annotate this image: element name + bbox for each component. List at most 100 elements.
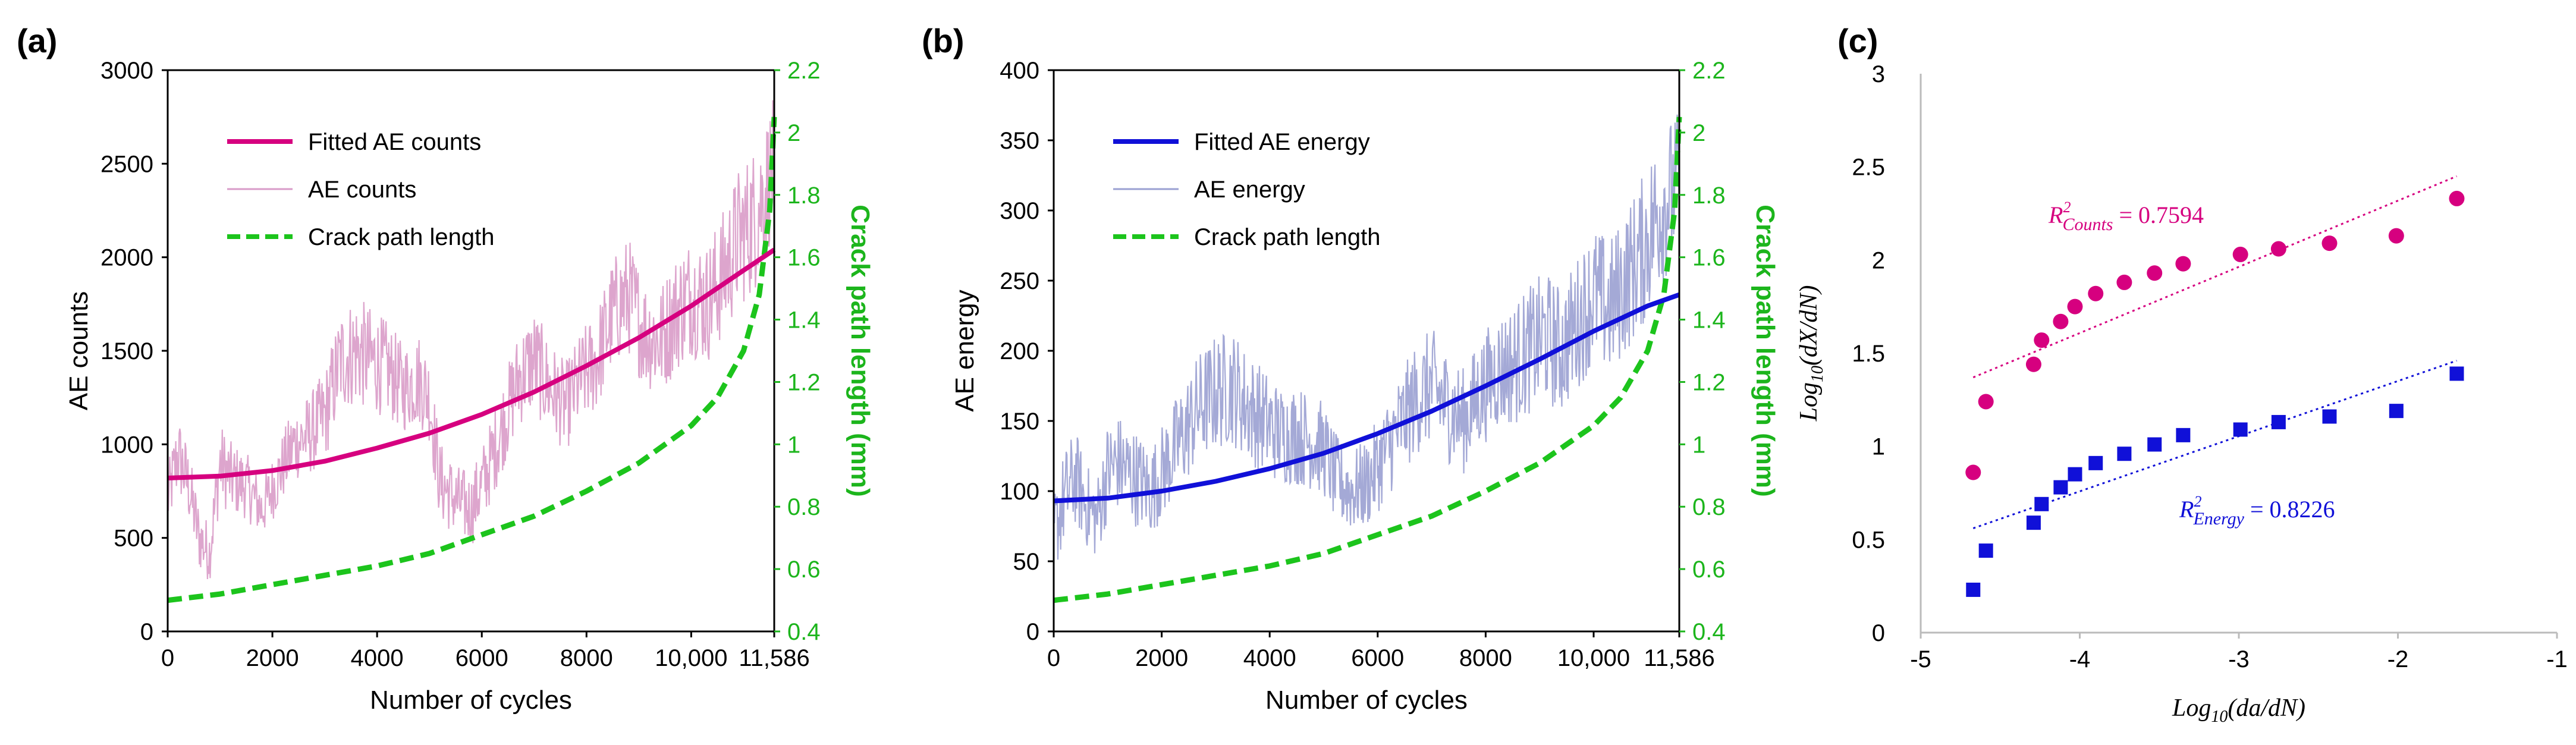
data-point-counts <box>2147 265 2163 281</box>
y-axis-label: AE energy <box>950 290 979 411</box>
y2-axis-label: Crack path length (mm) <box>1751 205 1780 496</box>
x-tick-label: 8000 <box>1459 645 1512 671</box>
x-axis-label-rest: (da/dN) <box>2228 694 2305 722</box>
data-point-energy <box>2322 409 2337 424</box>
y-tick-label: 1 <box>1872 434 1885 460</box>
x-tick-label: -1 <box>2546 646 2568 672</box>
raw-signal-series <box>167 100 775 580</box>
data-point-counts <box>1965 464 1981 480</box>
y-axis-label: AE counts <box>64 291 93 411</box>
x-axis-label-main: Log <box>2172 694 2211 722</box>
y-tick-label: 400 <box>1000 58 1039 84</box>
raw-signal-series <box>1053 114 1680 560</box>
data-point-energy <box>2117 447 2132 461</box>
chart-panel-a: 0 2000 4000 6000 8000 10,000 11,586 0 500 1000 150… <box>64 58 875 715</box>
x-axis-label: Log10(da/dN) <box>2172 694 2305 726</box>
data-point-counts <box>2270 241 2286 257</box>
y-axis-label-main: Log <box>1795 382 1823 422</box>
y-tick-label: 350 <box>1000 128 1039 154</box>
trend-line-energy <box>1972 360 2457 529</box>
y-tick-label: 2500 <box>100 151 153 177</box>
y2-tick-label: 1 <box>787 432 800 458</box>
data-point-energy <box>2449 366 2464 381</box>
y2-tick-label: 2 <box>1692 120 1705 146</box>
data-point-counts <box>2175 256 2191 272</box>
data-point-energy <box>2068 467 2082 482</box>
r2-annotation-energy: R2 Energy = 0.8226 <box>2179 493 2335 529</box>
y-tick-label: 0 <box>1026 619 1039 645</box>
x-axis-label-sub: 10 <box>2211 708 2228 726</box>
legend-label-fitted: Fitted AE energy <box>1194 129 1370 155</box>
chart-panel-b: 0 2000 4000 6000 8000 10,000 11,58605010015020… <box>950 58 1780 715</box>
crack-path-line <box>167 117 777 603</box>
data-point-counts <box>2449 190 2465 206</box>
x-tick-label: 11,586 <box>1644 645 1714 671</box>
y-tick-label: 0.5 <box>1852 527 1885 553</box>
y2-tick-label: 2.2 <box>787 58 821 84</box>
data-point-energy <box>2026 515 2041 530</box>
r2-letter: R <box>2048 202 2063 228</box>
panel-label-b: (b) <box>922 22 965 59</box>
x-tick-label: -2 <box>2387 646 2409 672</box>
x-tick-label: -5 <box>1910 646 1931 672</box>
data-point-counts <box>1978 394 1994 410</box>
y2-tick-label: 0.6 <box>1692 557 1726 583</box>
r2-value: = 0.8226 <box>2244 496 2335 523</box>
legend-label-crack: Crack path length <box>1194 224 1381 250</box>
r2-value: = 0.7594 <box>2113 202 2204 228</box>
legend-label-fitted: Fitted AE counts <box>308 129 481 155</box>
x-tick-label: 4000 <box>1243 645 1296 671</box>
y-axis-label-sub: 10 <box>1808 366 1827 382</box>
y2-tick-label: 1.4 <box>1692 307 1726 334</box>
y2-tick-label: 1.8 <box>787 183 821 209</box>
data-point-energy <box>2389 404 2404 419</box>
data-point-counts <box>2088 285 2104 301</box>
data-point-energy <box>2088 455 2103 470</box>
y-tick-label: 1000 <box>100 432 153 458</box>
raw-signal-line <box>167 100 775 580</box>
fitted-curve-line <box>167 247 776 480</box>
y-tick-label: 2.5 <box>1852 155 1885 181</box>
y-tick-label: 2 <box>1872 247 1885 274</box>
x-tick-label: 10,000 <box>655 645 727 671</box>
data-point-counts <box>2067 298 2083 315</box>
r2-annotation-counts: R2 Counts = 0.7594 <box>2048 199 2204 234</box>
y-tick-label: 100 <box>1000 479 1039 505</box>
data-point-energy <box>2271 414 2286 429</box>
data-point-energy <box>2176 427 2191 442</box>
data-point-energy <box>2233 422 2248 437</box>
data-point-counts <box>2034 332 2050 348</box>
chart-panel-c: -5 -4 -3 -2 -100.511.522.53Log10(da/dN)Log10… <box>1795 61 2568 726</box>
y-tick-label: 0 <box>1872 620 1885 646</box>
y-tick-label: 200 <box>1000 338 1039 364</box>
panel-label-a: (a) <box>17 22 57 59</box>
y2-tick-label: 2 <box>787 120 800 146</box>
crack-path-line <box>1053 117 1682 603</box>
data-point-counts <box>2321 235 2338 252</box>
x-axis-label: Number of cycles <box>370 686 572 715</box>
y-axis-label-rest: (dX/dN) <box>1795 285 1823 366</box>
y-tick-label: 500 <box>114 526 153 552</box>
x-tick-label: 2000 <box>246 645 299 671</box>
legend-label-raw: AE counts <box>308 177 416 203</box>
x-tick-label: 0 <box>161 645 174 671</box>
fitted-curve-line <box>1053 292 1680 504</box>
y-tick-label: 150 <box>1000 408 1039 435</box>
trend-line-counts <box>1972 175 2458 379</box>
raw-signal-line <box>1053 114 1680 560</box>
y2-tick-label: 1 <box>1692 432 1705 458</box>
data-point-energy <box>2053 480 2068 495</box>
x-tick-label: 10,000 <box>1557 645 1630 671</box>
data-point-energy <box>2034 496 2049 511</box>
y2-tick-label: 1.2 <box>787 369 821 395</box>
data-point-counts <box>2116 274 2132 290</box>
x-tick-label: 6000 <box>1351 645 1404 671</box>
y-tick-label: 1.5 <box>1852 341 1885 367</box>
y2-tick-label: 1.2 <box>1692 369 1726 395</box>
y-tick-label: 50 <box>1013 549 1040 575</box>
data-point-counts <box>2232 246 2248 262</box>
series-counts <box>1965 175 2465 480</box>
data-point-energy <box>1966 582 1981 597</box>
y2-tick-label: 1.8 <box>1692 183 1726 209</box>
